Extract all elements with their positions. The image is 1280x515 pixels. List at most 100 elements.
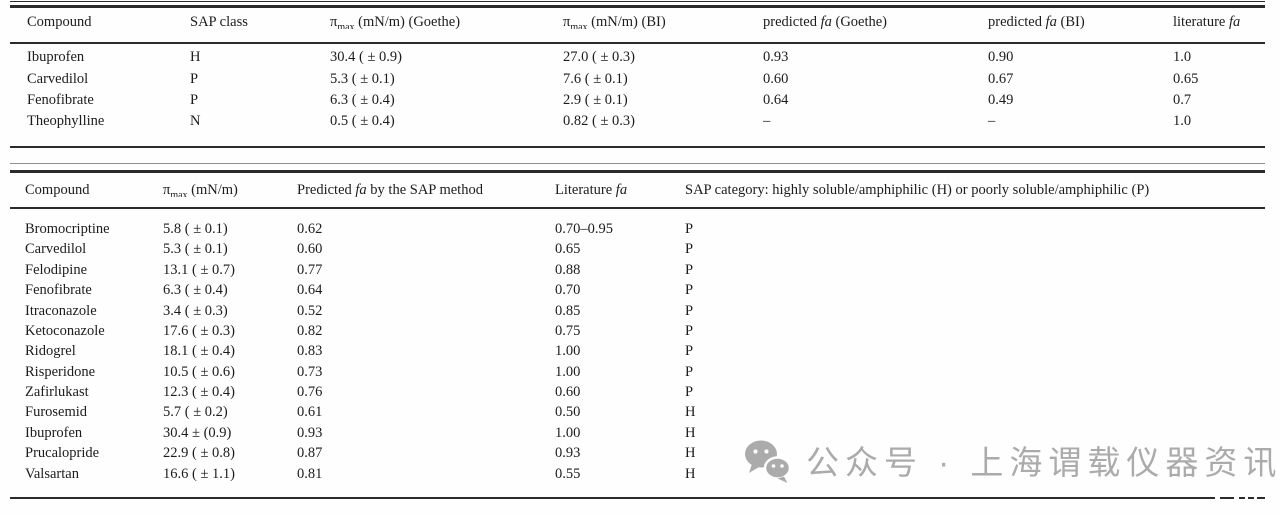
table-cell: Carvedilol [25,242,87,257]
table-cell: 0.62 [297,221,323,237]
table-cell: 1.00 [555,364,581,380]
table-cell: 0.65 [1173,71,1199,87]
table1-top-rule-thin [10,1,1265,2]
table1-header-predicted-fa-bi: predicted fa (BI) [988,15,1173,30]
table-cell: Bromocriptine [25,221,110,237]
table-cell: P [685,242,694,257]
table-cell: Furosemid [25,405,88,420]
header-text: π [563,14,571,30]
table-cell: 0.60 [555,385,581,400]
header-text: Predicted [297,182,356,198]
table2-bottom-rule [10,497,1215,499]
table-cell: 0.5 ( ± 0.4) [330,114,395,129]
table-cell: 0.82 ( ± 0.3) [563,114,635,129]
table-cell: P [685,283,694,298]
table-cell: 1.00 [555,425,581,441]
table2-top-rule-thick [10,170,1265,173]
table-cell: 5.3 ( ± 0.1) [163,242,228,257]
table-cell: 0.65 [555,242,581,257]
table-cell: H [685,425,696,441]
table-cell: 0.64 [763,92,789,108]
table-cell: P [190,71,199,87]
table-cell: 22.9 ( ± 0.8) [163,446,235,461]
table-cell: 0.88 [555,262,581,278]
table-cell: 0.73 [297,364,323,380]
table-cell: Itraconazole [25,303,97,318]
table-cell: 0.60 [763,71,789,87]
table-row: Risperidone 10.5 ( ± 0.6) 0.73 1.00 P [0,362,1280,382]
header-italic: fa [1228,14,1241,30]
table-cell: P [190,92,199,108]
table1-header-pimax-bi: πmax (mN/m) (BI) [563,15,763,30]
table-cell: Carvedilol [27,71,89,87]
table2-header-pimax: πmax (mN/m) [163,183,297,198]
table-row: Ibuprofen H 30.4 ( ± 0.9) 27.0 ( ± 0.3) 0.93… [0,47,1280,68]
table2-header-literature-fa: Literature fa [555,183,685,198]
table-cell: 7.6 ( ± 0.1) [563,71,628,87]
table-cell: 0.67 [988,71,1014,87]
table1-header: Compound SAP class πmax (mN/m) (Goethe) … [0,13,1280,31]
table-row: Itraconazole 3.4 ( ± 0.3) 0.52 0.85 P [0,301,1280,321]
table-cell: Theophylline [27,114,105,129]
table1-header-pimax-goethe: πmax (mN/m) (Goethe) [330,15,563,30]
table1-header-sap-class: SAP class [190,14,248,30]
table-row: Carvedilol 5.3 ( ± 0.1) 0.60 0.65 P [0,239,1280,259]
header-text: π [163,182,171,198]
header-italic: fa [355,182,367,198]
table2-body: Bromocriptine 5.8 ( ± 0.1) 0.62 0.70–0.95 P C… [0,219,1280,484]
table-cell: P [685,385,694,400]
table-cell: P [685,323,694,339]
table-cell: P [685,344,694,359]
table-cell: 3.4 ( ± 0.3) [163,303,228,318]
table-row: Ridogrel 18.1 ( ± 0.4) 0.83 1.00 P [0,341,1280,361]
table-cell: H [685,466,696,482]
header-text: (mN/m) (Goethe) [354,14,461,30]
table-row: Theophylline N 0.5 ( ± 0.4) 0.82 ( ± 0.3) – –… [0,111,1280,132]
header-italic: fa [615,182,628,198]
table2-header: Compound πmax (mN/m) Predicted fa by the… [0,181,1280,199]
table1-header-rule [10,42,1265,44]
table-cell: 0.60 [297,242,323,257]
table-cell: 18.1 ( ± 0.4) [163,344,235,359]
table-cell: 0.75 [555,323,581,339]
table-row: Furosemid 5.7 ( ± 0.2) 0.61 0.50 H [0,403,1280,423]
table-cell: H [685,405,696,420]
watermark: 公众号 · 上海谓载仪器资讯 [744,438,1280,486]
table-row: Fenofibrate 6.3 ( ± 0.4) 0.64 0.70 P [0,280,1280,300]
table-row: Carvedilol P 5.3 ( ± 0.1) 7.6 ( ± 0.1) 0.60 0… [0,68,1280,89]
table2-header-predicted-fa: Predicted fa by the SAP method [297,183,555,198]
table-row: Ketoconazole 17.6 ( ± 0.3) 0.82 0.75 P [0,321,1280,341]
header-text: Literature [555,182,616,198]
table-cell: 0.93 [763,50,789,65]
header-text: by the SAP method [366,182,483,198]
table-cell: Prucalopride [25,446,100,461]
header-subscript: max [337,21,355,30]
header-italic: fa [820,14,832,30]
table-cell: 0.49 [988,92,1014,108]
table-cell: Zafirlukast [25,385,89,400]
table1-header-compound: Compound [27,14,92,30]
wechat-icon [744,439,792,485]
table-cell: 27.0 ( ± 0.3) [563,50,635,65]
rule-dash [1239,497,1245,499]
table-cell: 13.1 ( ± 0.7) [163,262,235,278]
table-cell: 0.81 [297,466,323,482]
table2-header-rule [10,207,1265,209]
table-cell: Felodipine [25,262,88,278]
table-cell: Valsartan [25,466,79,482]
table-cell: 0.70–0.95 [555,221,613,237]
table-cell: 0.82 [297,323,323,339]
table-cell: 0.87 [297,446,323,461]
header-text: (mN/m) (BI) [587,14,666,30]
watermark-text: 公众号 · 上海谓载仪器资讯 [806,443,1280,481]
table-cell: 10.5 ( ± 0.6) [163,364,235,380]
table-cell: 0.93 [555,446,581,461]
table-cell: Ibuprofen [27,50,85,65]
table-cell: 30.4 ( ± 0.9) [330,50,402,65]
table-cell: P [685,262,694,278]
table-cell: P [685,221,694,237]
table-cell: – [763,114,771,129]
header-text: π [330,14,338,30]
table-row: Prucalopride 22.9 ( ± 0.8) 0.87 0.93 H [0,443,1280,463]
table-row: Zafirlukast 12.3 ( ± 0.4) 0.76 0.60 P [0,382,1280,402]
